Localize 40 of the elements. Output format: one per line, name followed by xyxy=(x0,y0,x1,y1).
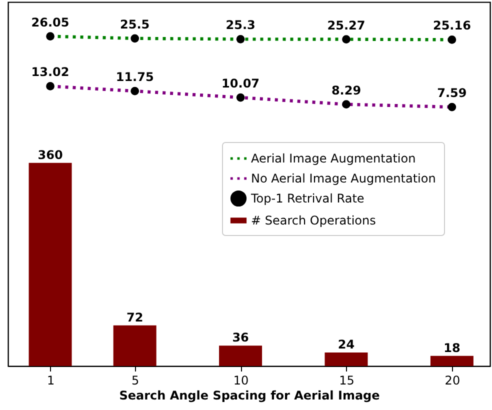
point xyxy=(342,100,350,109)
point xyxy=(236,34,245,44)
point xyxy=(46,82,54,90)
data-label: 360 xyxy=(38,148,63,162)
point xyxy=(236,93,245,102)
legend-label: Aerial Image Augmentation xyxy=(251,152,416,166)
x-tick-label: 5 xyxy=(132,374,140,388)
data-label: 11.75 xyxy=(116,70,154,84)
point xyxy=(46,32,54,40)
data-label: 7.59 xyxy=(437,86,467,100)
data-label: 25.27 xyxy=(327,18,366,32)
point xyxy=(130,86,140,96)
legend-label: No Aerial Image Augmentation xyxy=(251,172,436,186)
point xyxy=(342,35,350,44)
bar xyxy=(430,356,474,366)
bar xyxy=(324,352,368,366)
legend-label: # Search Operations xyxy=(251,214,376,228)
x-tick-label: 20 xyxy=(444,374,460,388)
data-label: 13.02 xyxy=(31,65,70,80)
point xyxy=(448,102,456,112)
data-label: 24 xyxy=(338,337,355,352)
data-label: 25.3 xyxy=(226,18,256,32)
data-label: 10.07 xyxy=(222,76,260,91)
data-label: 36 xyxy=(232,330,249,345)
bar xyxy=(219,346,262,366)
x-tick-label: 10 xyxy=(233,374,249,388)
point xyxy=(448,36,456,44)
data-label: 25.16 xyxy=(432,18,471,33)
bar xyxy=(113,325,156,366)
data-label: 72 xyxy=(126,310,144,324)
x-tick-label: 15 xyxy=(339,374,354,388)
data-label: 8.29 xyxy=(331,83,362,98)
legend-label: Top-1 Retrival Rate xyxy=(250,192,364,206)
bar xyxy=(28,162,72,366)
point xyxy=(130,34,140,43)
data-label: 26.05 xyxy=(31,15,70,30)
x-axis-title: Search Angle Spacing for Aerial Image xyxy=(119,388,380,402)
x-tick-label: 1 xyxy=(46,374,55,388)
data-label: 25.5 xyxy=(120,17,150,32)
data-label: 18 xyxy=(444,340,460,355)
